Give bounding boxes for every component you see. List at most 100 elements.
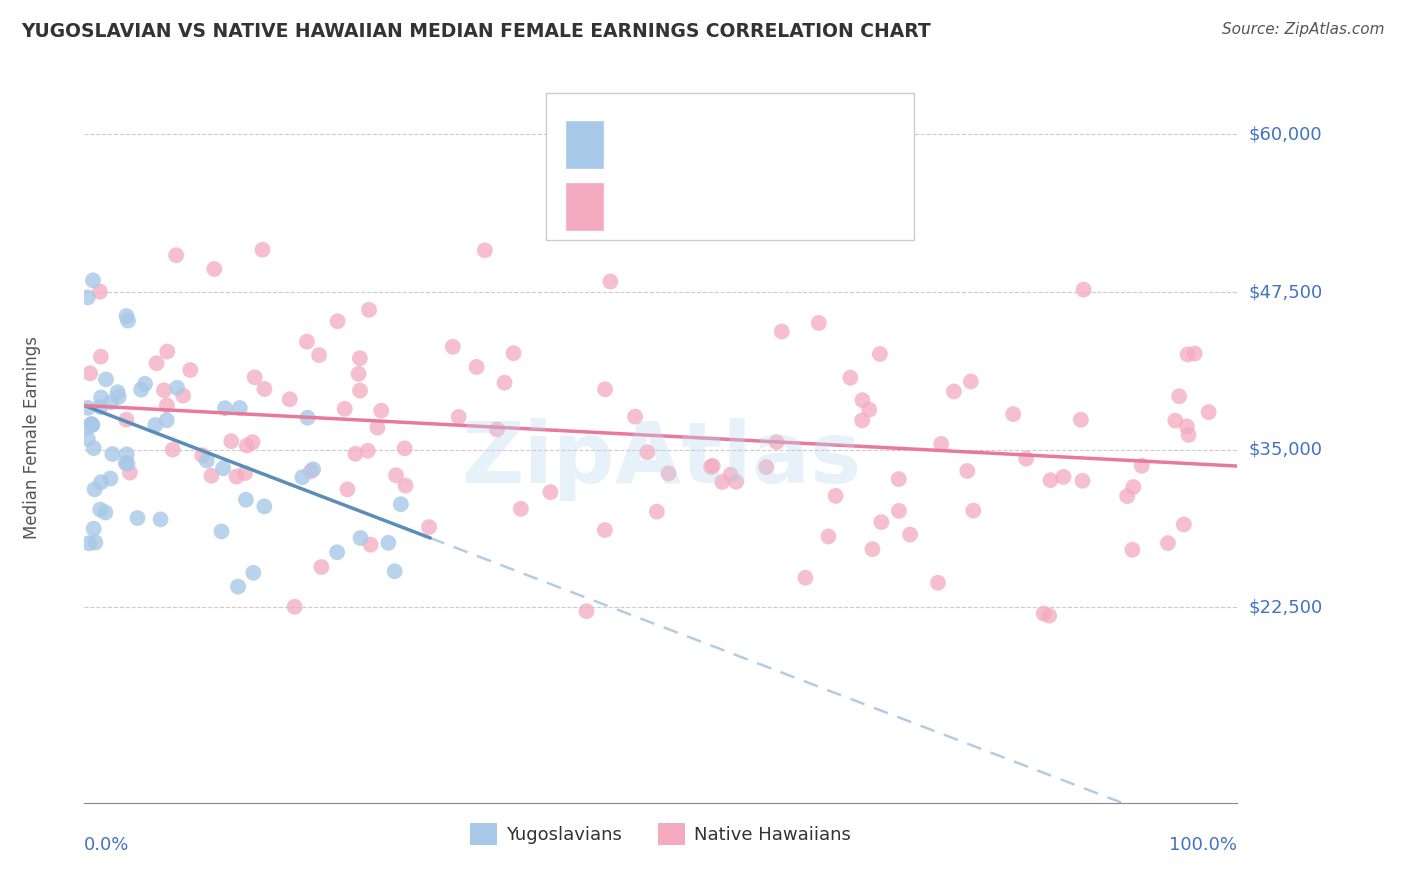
Point	[711, 475, 734, 489]
Point	[202, 262, 225, 277]
Point	[1122, 480, 1144, 494]
Point	[349, 351, 371, 366]
Point	[502, 346, 524, 360]
Point	[149, 512, 172, 526]
Point	[1032, 607, 1054, 621]
Point	[593, 382, 616, 396]
Point	[851, 413, 873, 427]
Point	[295, 334, 318, 349]
Point	[347, 367, 370, 381]
Point	[858, 402, 880, 417]
Point	[807, 316, 830, 330]
Point	[278, 392, 301, 407]
Point	[384, 564, 406, 578]
Point	[243, 370, 266, 384]
Point	[887, 504, 910, 518]
Point	[1198, 405, 1220, 419]
Text: ZipAtlas: ZipAtlas	[461, 417, 860, 500]
Point	[82, 417, 104, 432]
Text: $22,500: $22,500	[1249, 599, 1323, 616]
Point	[887, 472, 910, 486]
Point	[599, 275, 621, 289]
Point	[225, 469, 247, 483]
Text: R = -0.364    N =  53: R = -0.364 N = 53	[620, 136, 808, 153]
Point	[76, 401, 98, 415]
Point	[83, 441, 105, 455]
Point	[624, 409, 647, 424]
Point	[118, 466, 141, 480]
Point	[143, 417, 166, 432]
Point	[89, 285, 111, 299]
Point	[344, 447, 367, 461]
Point	[336, 483, 359, 497]
Point	[824, 489, 846, 503]
Point	[100, 395, 122, 409]
Point	[79, 366, 101, 380]
Point	[107, 390, 129, 404]
Text: $60,000: $60,000	[1249, 126, 1322, 144]
Point	[494, 376, 516, 390]
Point	[898, 527, 921, 541]
Point	[233, 466, 256, 480]
Point	[817, 529, 839, 543]
Legend: Yugoslavians, Native Hawaiians: Yugoslavians, Native Hawaiians	[463, 816, 859, 852]
Point	[172, 388, 194, 402]
Point	[90, 391, 112, 405]
Point	[1038, 608, 1060, 623]
Point	[84, 535, 107, 549]
Point	[134, 376, 156, 391]
Point	[94, 505, 117, 519]
Point	[291, 470, 314, 484]
Point	[366, 420, 388, 434]
Point	[839, 370, 862, 384]
Point	[253, 382, 276, 396]
Point	[333, 401, 356, 416]
Point	[357, 302, 380, 317]
Point	[755, 460, 778, 475]
Point	[90, 350, 112, 364]
Point	[284, 599, 307, 614]
Point	[191, 448, 214, 462]
Point	[82, 417, 104, 432]
Point	[1002, 407, 1025, 421]
Point	[326, 314, 349, 328]
Point	[297, 410, 319, 425]
Point	[90, 475, 112, 490]
Point	[214, 401, 236, 416]
Point	[486, 422, 509, 436]
Point	[219, 434, 242, 449]
Point	[166, 381, 188, 395]
Point	[418, 520, 440, 534]
Point	[927, 575, 949, 590]
Point	[394, 478, 416, 492]
Point	[394, 442, 416, 456]
Point	[200, 468, 222, 483]
Point	[377, 536, 399, 550]
Point	[869, 347, 891, 361]
Point	[870, 515, 893, 529]
Point	[657, 467, 679, 481]
Text: 100.0%: 100.0%	[1170, 836, 1237, 854]
Point	[156, 344, 179, 359]
Point	[1052, 470, 1074, 484]
Point	[1175, 419, 1198, 434]
Point	[326, 545, 349, 559]
Point	[956, 464, 979, 478]
Point	[94, 372, 117, 386]
Point	[1116, 489, 1139, 503]
Point	[179, 363, 201, 377]
Point	[1164, 414, 1187, 428]
Point	[1173, 517, 1195, 532]
Point	[101, 447, 124, 461]
Point	[302, 462, 325, 476]
Point	[308, 348, 330, 362]
FancyBboxPatch shape	[567, 120, 603, 169]
Point	[115, 412, 138, 426]
Point	[725, 475, 748, 489]
Point	[89, 502, 111, 516]
Point	[1168, 389, 1191, 403]
Point	[1157, 536, 1180, 550]
Point	[114, 456, 136, 470]
Point	[76, 432, 98, 446]
Text: Median Female Earnings: Median Female Earnings	[24, 335, 42, 539]
